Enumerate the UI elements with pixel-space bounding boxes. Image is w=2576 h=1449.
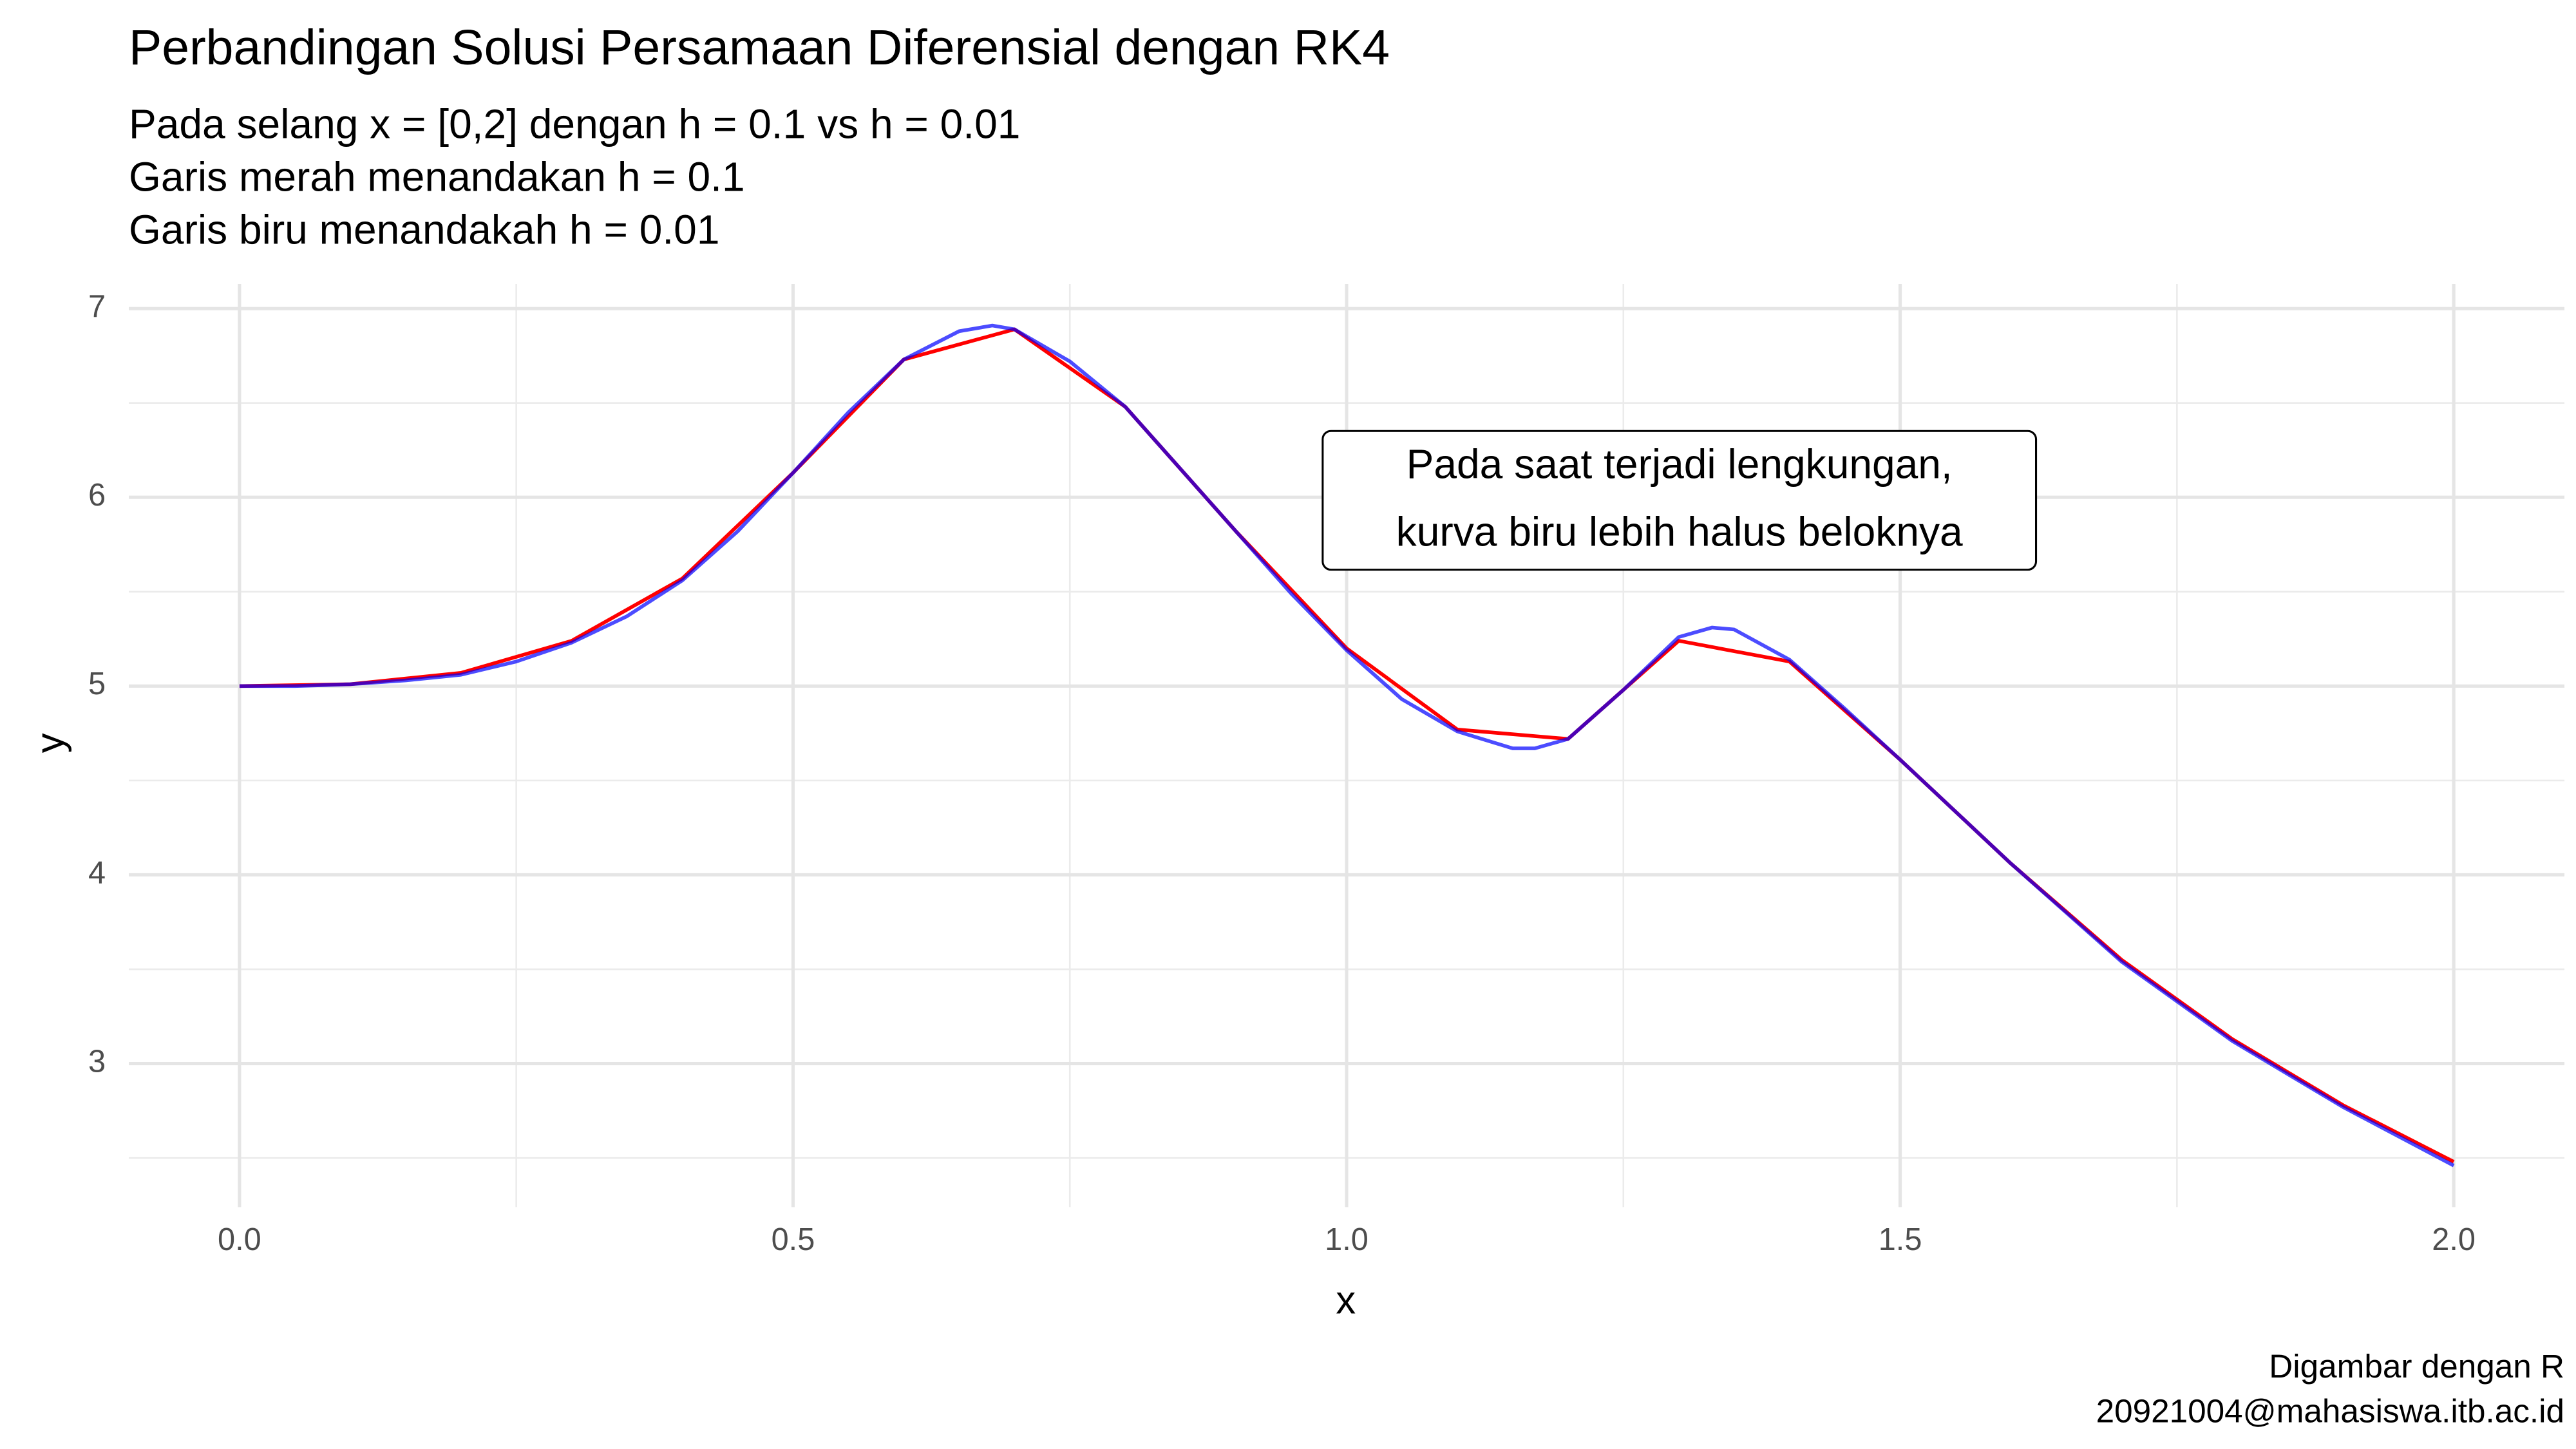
annotation-box	[1321, 430, 2038, 571]
y-tick-label: 6	[88, 478, 106, 513]
chart-title: Perbandingan Solusi Persamaan Diferensia…	[129, 20, 1390, 75]
y-tick-label: 4	[88, 855, 106, 890]
series-line	[239, 323, 2455, 1168]
y-tick-label: 3	[88, 1044, 106, 1079]
caption-line: Digambar dengan R	[2269, 1348, 2564, 1385]
y-axis-title: y	[28, 733, 72, 753]
annotation-line: Pada saat terjadi lengkungan,	[1406, 441, 1953, 488]
x-tick-label: 1.5	[1879, 1222, 1922, 1257]
x-tick-label: 0.0	[218, 1222, 261, 1257]
x-axis-title: x	[1336, 1278, 1356, 1322]
plot-lines	[239, 323, 2455, 1168]
subtitle-line: Pada selang x = [0,2] dengan h = 0.1 vs …	[129, 100, 1020, 147]
subtitle-line: Garis biru menandakah h = 0.01	[129, 206, 719, 252]
y-tick-label: 7	[88, 289, 106, 324]
x-tick-label: 0.5	[772, 1222, 815, 1257]
caption-line: 20921004@mahasiswa.itb.ac.id	[2096, 1392, 2564, 1429]
subtitle-line: Garis merah menandakan h = 0.1	[129, 153, 745, 200]
x-tick-label: 1.0	[1325, 1222, 1368, 1257]
annotation-line: kurva biru lebih halus beloknya	[1396, 509, 1963, 555]
grid	[129, 284, 2565, 1208]
x-tick-label: 2.0	[2432, 1222, 2476, 1257]
y-tick-label: 5	[88, 667, 106, 701]
